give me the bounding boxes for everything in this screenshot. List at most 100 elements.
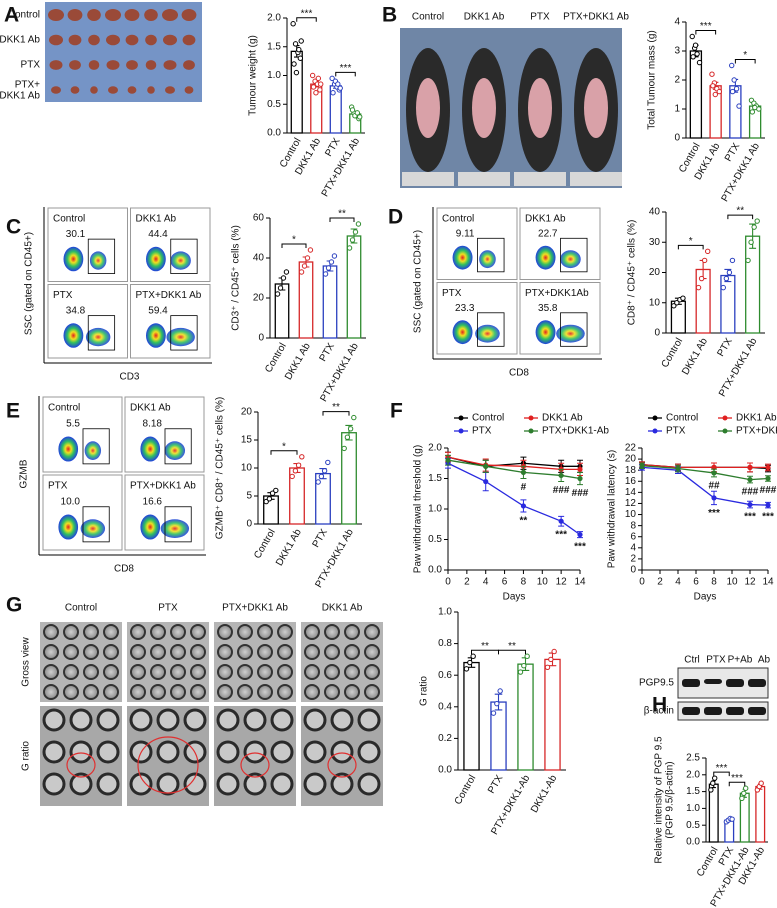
y-tick-label: 14: [625, 487, 637, 498]
axon: [183, 772, 207, 796]
axon: [303, 740, 327, 764]
population: [84, 441, 102, 460]
data-point: [295, 462, 302, 468]
row-label: DKK1 Ab: [0, 35, 40, 46]
axon: [364, 664, 380, 680]
gate-value: 59.4: [148, 306, 168, 317]
axon: [63, 644, 79, 660]
axon: [344, 644, 360, 660]
significance-label: ***: [716, 763, 728, 774]
significance-bracket: [329, 217, 355, 222]
significance-label: ***: [301, 8, 313, 19]
population: [170, 251, 191, 270]
data-point: [723, 275, 730, 282]
y-tick-label: 20: [649, 267, 661, 278]
data-point: [729, 257, 736, 264]
population: [146, 323, 166, 348]
significance-label: #: [521, 482, 527, 493]
y-tick-label: 15: [241, 435, 253, 446]
x-axis-label: CD8: [509, 368, 529, 379]
data-point: [747, 464, 753, 471]
mouse-belly: [472, 78, 496, 138]
axon: [304, 684, 320, 700]
axon: [43, 664, 59, 680]
lane-label: P+Ab: [728, 655, 753, 666]
data-point: [497, 688, 503, 694]
tumour: [49, 34, 63, 46]
axon: [130, 684, 146, 700]
x-tick-label: 0: [639, 577, 645, 588]
y-tick-label: 0.5: [428, 534, 442, 545]
tumour: [125, 34, 139, 46]
x-tick-label: PTX: [318, 341, 337, 364]
axon: [42, 708, 66, 732]
significance-label: ###: [742, 487, 759, 498]
significance-label: ***: [555, 530, 567, 541]
significance-bracket: [727, 214, 754, 220]
y-tick-label: 4: [630, 542, 636, 553]
significance-bracket: [695, 30, 717, 35]
x-axis-label: CD3: [119, 372, 139, 383]
data-point: [765, 502, 771, 508]
x-tick-label: 14: [762, 577, 774, 588]
x-tick-label: 8: [521, 577, 527, 588]
data-point: [351, 414, 357, 421]
significance-label: **: [520, 516, 528, 527]
y-tick-label: 5: [246, 491, 252, 502]
y-axis-label: CD3⁺ / CD45⁺ cells (%): [231, 225, 242, 331]
axon: [156, 740, 180, 764]
data-point: [747, 501, 753, 508]
data-point: [710, 83, 716, 89]
axon: [237, 644, 253, 660]
data-point: [548, 656, 554, 663]
gate: [164, 428, 192, 465]
tumour: [49, 60, 63, 70]
axon: [96, 772, 120, 796]
data-point: [349, 237, 356, 243]
data-point: [269, 490, 276, 496]
gate-value: 30.1: [66, 229, 86, 240]
axon: [83, 644, 99, 660]
data-point: [694, 51, 700, 57]
ruler: [402, 172, 454, 186]
axon: [357, 772, 381, 796]
y-axis-label: G ratio: [419, 676, 430, 706]
axon: [103, 684, 119, 700]
y-axis-label: Tumour weight (g): [248, 35, 259, 116]
gate-group: PTX: [48, 481, 68, 492]
axon: [170, 644, 186, 660]
data-point: [709, 71, 715, 77]
axon: [324, 684, 340, 700]
flow-plot: [124, 396, 205, 473]
data-point: [577, 466, 583, 472]
panel-letter: A: [4, 4, 19, 27]
axon: [150, 684, 166, 700]
data-point: [711, 495, 717, 501]
data-point: [690, 54, 696, 60]
y-tick-label: 1.0: [686, 803, 700, 814]
data-point: [711, 470, 717, 476]
y-tick-label: 2.0: [428, 443, 442, 454]
axon: [277, 624, 293, 640]
legend-label: PTX+DKK1 Ab: [736, 426, 777, 437]
mouse-belly: [528, 78, 552, 138]
data-point: [274, 291, 281, 297]
axon: [103, 664, 119, 680]
data-point: [280, 275, 287, 281]
g-ratio-outline: [137, 736, 199, 794]
tumour: [183, 60, 195, 70]
axon: [364, 684, 380, 700]
population: [63, 246, 84, 272]
population: [58, 514, 79, 540]
y-tick-label: 20: [241, 407, 253, 418]
ruler: [514, 172, 566, 186]
data-point: [283, 269, 290, 275]
axon: [69, 772, 93, 796]
y-axis-label: GZMB⁺ CD8⁺ / CD45⁺ cells (%): [215, 397, 226, 540]
data-point: [297, 55, 304, 61]
band: [748, 679, 766, 687]
g-ratio-outline: [240, 752, 270, 778]
data-point: [318, 81, 324, 87]
column-label: PTX+DKK1 Ab: [222, 603, 288, 614]
bar: [517, 663, 534, 771]
